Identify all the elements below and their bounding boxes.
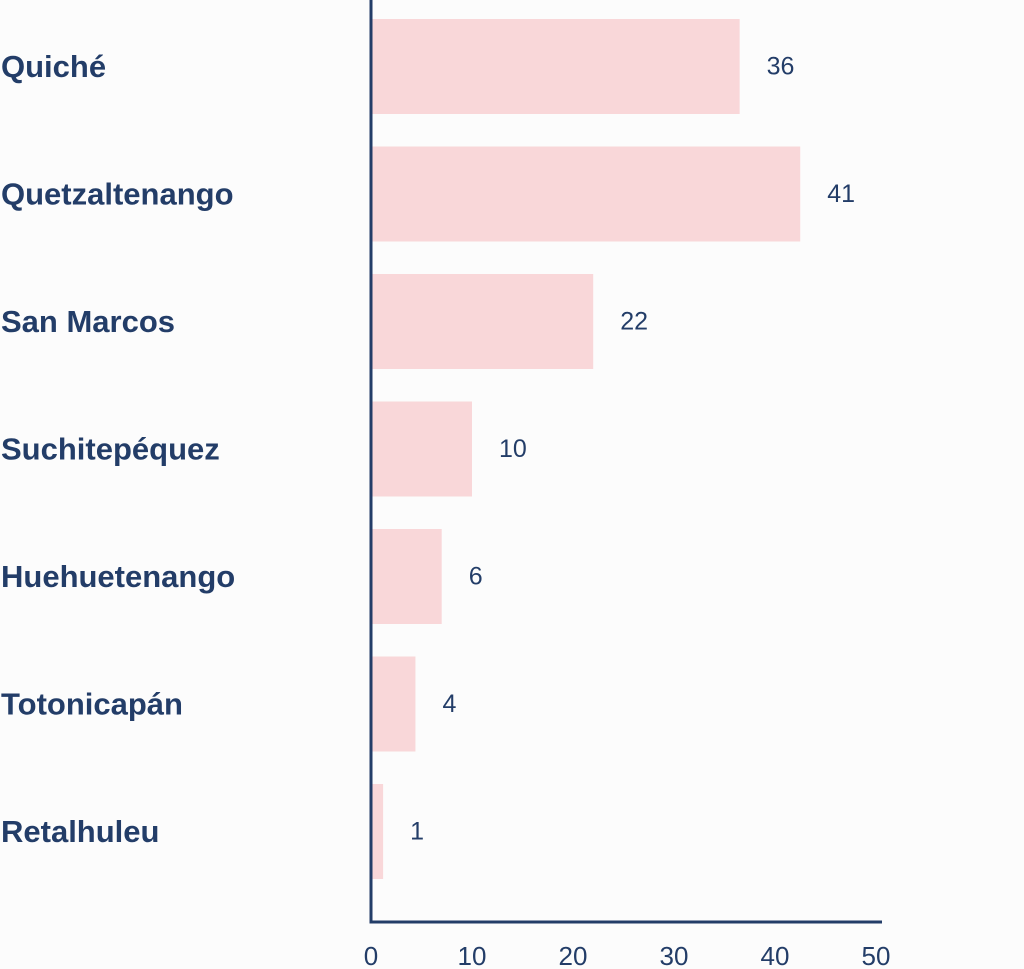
value-label-suchitepequez: 10 (499, 435, 527, 463)
value-label-totonicapan: 4 (442, 690, 456, 718)
value-label-quetzaltenango: 41 (827, 180, 855, 208)
x-tick-label-10: 10 (458, 941, 487, 969)
value-label-retalhuleu: 1 (410, 818, 424, 846)
bar-retalhuleu (371, 784, 384, 879)
category-labels-group: Quiché Quetzaltenango San Marcos Suchitepéq… (1, 49, 235, 849)
x-tick-label-0: 0 (364, 941, 378, 969)
category-label-suchitepequez: Suchitepéquez (1, 432, 220, 467)
x-tick-label-30: 30 (660, 941, 689, 969)
category-label-san-marcos: San Marcos (1, 304, 175, 339)
bar-suchitepequez (371, 401, 472, 497)
bar-quiche (371, 19, 740, 114)
bars-group (371, 19, 801, 879)
bar-quetzaltenango (371, 146, 801, 242)
bar-san-marcos (371, 274, 594, 369)
bar-huehuetenango (371, 529, 442, 624)
category-label-quetzaltenango: Quetzaltenango (1, 177, 234, 212)
bar-totonicapan (371, 656, 416, 752)
value-label-huehuetenango: 6 (469, 563, 483, 591)
category-label-retalhuleu: Retalhuleu (1, 814, 159, 849)
value-label-quiche: 36 (767, 53, 795, 81)
x-tick-label-20: 20 (559, 941, 588, 969)
x-tick-label-50: 50 (862, 941, 891, 969)
category-label-totonicapan: Totonicapán (1, 687, 183, 722)
category-label-huehuetenango: Huehuetenango (1, 559, 235, 594)
x-tick-label-40: 40 (761, 941, 790, 969)
category-label-quiche: Quiché (1, 49, 106, 84)
x-tick-labels-group: 0 10 20 30 40 50 (364, 941, 891, 969)
value-label-san-marcos: 22 (620, 308, 648, 336)
